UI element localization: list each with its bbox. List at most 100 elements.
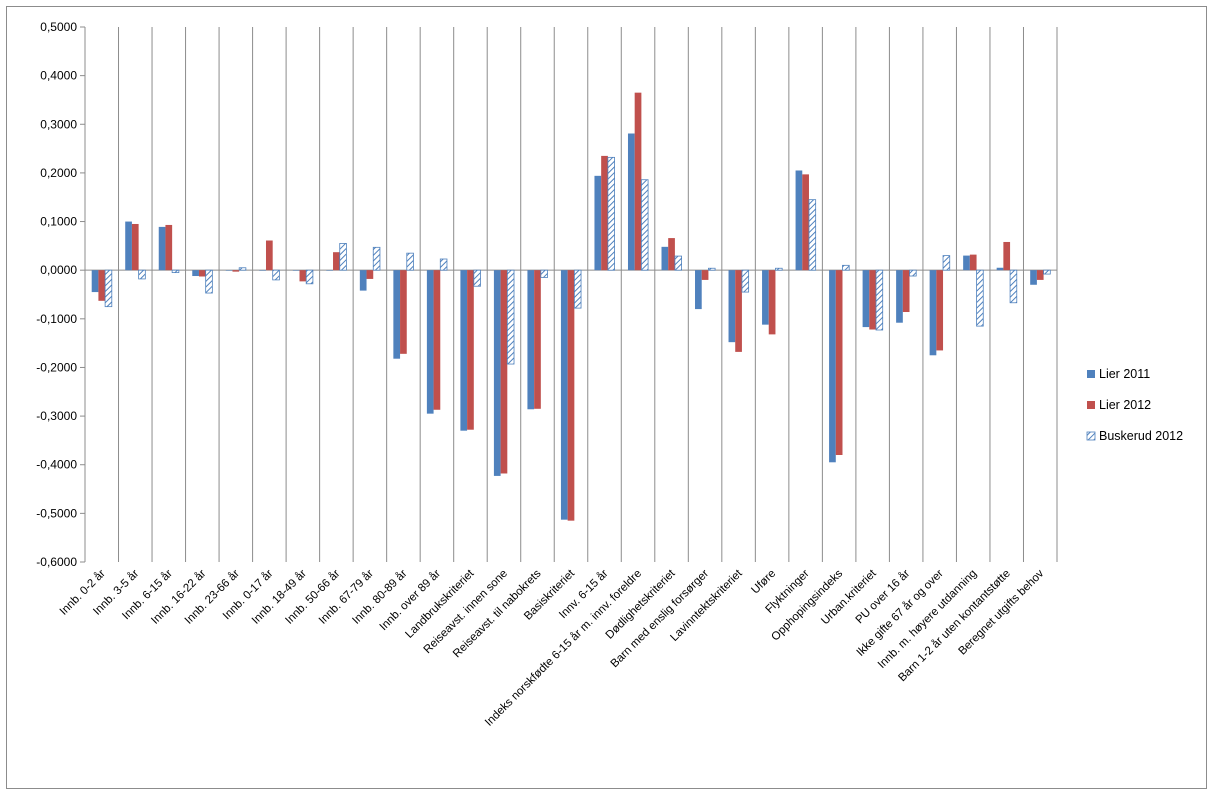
bar-lier-2011 [493, 270, 501, 476]
bar-lier-2012 [1003, 241, 1011, 271]
bar-lier-2011 [762, 270, 769, 325]
legend: Lier 2011 Lier 2012 Buskerud 2012 [1086, 367, 1183, 443]
bar-lier-2011 [125, 221, 132, 271]
bar-buskerud-2012 [205, 269, 213, 294]
bar-buskerud-2012 [775, 267, 783, 271]
bar-buskerud-2012 [1043, 269, 1051, 275]
bar-lier-2011 [929, 270, 937, 356]
bar-lier-2011 [326, 270, 334, 271]
bar-buskerud-2012 [238, 267, 247, 271]
bar-lier-2011 [661, 246, 669, 271]
bar-lier-2011 [695, 270, 702, 310]
bar-buskerud-2012 [473, 269, 481, 287]
bar-buskerud-2012 [674, 255, 683, 271]
y-tick-label: -0,5000 [36, 506, 77, 520]
bar-lier-2012 [165, 224, 173, 271]
bar-buskerud-2012 [976, 269, 984, 327]
chart-frame [6, 6, 1207, 789]
bar-lier-2012 [467, 270, 474, 430]
bar-lier-2011 [192, 270, 199, 277]
y-tick-label: -0,4000 [36, 458, 77, 472]
bar-buskerud-2012 [942, 255, 951, 271]
x-tick-label: Indeks norskfødte 6-15 år m. innv. forel… [483, 568, 644, 729]
bar-lier-2012 [835, 270, 843, 455]
legend-label: Lier 2011 [1099, 367, 1150, 381]
bar-buskerud-2012 [607, 156, 615, 271]
bar-buskerud-2012 [842, 264, 850, 271]
bar-lier-2012 [969, 254, 977, 271]
legend-swatch [1087, 370, 1095, 378]
bar-buskerud-2012 [640, 179, 649, 271]
legend-label: Buskerud 2012 [1099, 429, 1183, 443]
bar-lier-2011 [627, 133, 635, 271]
bar-lier-2012 [735, 270, 742, 352]
bar-lier-2011 [896, 270, 903, 323]
bar-lier-2012 [333, 252, 340, 271]
legend-label: Lier 2012 [1099, 398, 1151, 412]
bar-lier-2011 [560, 270, 568, 520]
bar-buskerud-2012 [372, 246, 381, 271]
y-tick-label: -0,2000 [36, 360, 77, 374]
bar-lier-2011 [460, 270, 468, 431]
bar-buskerud-2012 [875, 269, 884, 331]
bar-lier-2011 [292, 270, 300, 271]
x-tick-label: Innb. over 89 år [378, 568, 444, 634]
bar-lier-2012 [98, 270, 106, 301]
bar-lier-2012 [400, 270, 407, 354]
y-tick-label: -0,6000 [36, 555, 77, 569]
bar-lier-2011 [158, 226, 166, 271]
y-tick-label: -0,3000 [36, 409, 77, 423]
bar-lier-2011 [963, 255, 970, 271]
bar-lier-2011 [259, 270, 266, 271]
bar-lier-2011 [594, 175, 602, 271]
bar-lier-2012 [634, 92, 642, 271]
bar-lier-2012 [232, 270, 240, 272]
bar-lier-2011 [225, 270, 233, 271]
bar-lier-2011 [829, 270, 836, 463]
bar-lier-2012 [1036, 270, 1044, 280]
bar-buskerud-2012 [138, 269, 146, 280]
bar-buskerud-2012 [272, 269, 280, 281]
bar-buskerud-2012 [406, 252, 414, 271]
bar-lier-2011 [996, 267, 1004, 271]
y-tick-label: 0,4000 [40, 69, 77, 83]
bar-lier-2012 [299, 270, 307, 282]
bar-buskerud-2012 [506, 269, 515, 365]
bar-lier-2011 [527, 270, 535, 410]
bar-lier-2011 [91, 270, 99, 293]
bars [91, 92, 1051, 521]
y-tick-label: 0,5000 [40, 20, 77, 34]
bar-lier-2011 [728, 270, 736, 343]
bar-lier-2012 [936, 270, 944, 351]
bar-lier-2012 [768, 270, 776, 335]
bar-lier-2012 [366, 270, 374, 279]
y-tick-label: -0,1000 [36, 312, 77, 326]
bar-buskerud-2012 [339, 243, 347, 271]
bar-buskerud-2012 [104, 269, 113, 308]
bar-lier-2011 [393, 270, 401, 359]
bar-lier-2011 [426, 270, 434, 414]
y-tick-label: 0,2000 [40, 166, 77, 180]
bar-lier-2012 [601, 155, 608, 271]
bar-lier-2012 [500, 270, 508, 474]
bar-lier-2011 [359, 270, 367, 291]
bar-buskerud-2012 [171, 269, 180, 274]
bar-lier-2012 [198, 270, 206, 277]
bar-lier-2012 [534, 270, 541, 409]
legend-swatch [1086, 431, 1096, 441]
y-tick-labels: 0,5000 0,4000 0,3000 0,2000 0,1000 0,0000 -0,1… [36, 20, 77, 569]
x-tick-label: Uføre [749, 568, 778, 597]
bar-lier-2012 [668, 238, 675, 271]
y-tick-label: 0,3000 [40, 117, 77, 131]
y-tick-label: 0,0000 [40, 263, 77, 277]
bar-lier-2011 [862, 270, 870, 328]
bar-lier-2011 [1030, 270, 1037, 285]
bar-buskerud-2012 [741, 269, 750, 293]
bar-buskerud-2012 [909, 269, 917, 277]
y-tick-label: 0,1000 [40, 215, 77, 229]
bar-buskerud-2012 [808, 199, 817, 271]
bar-buskerud-2012 [573, 269, 582, 309]
bar-lier-2012 [131, 223, 139, 271]
bar-lier-2012 [433, 270, 441, 410]
